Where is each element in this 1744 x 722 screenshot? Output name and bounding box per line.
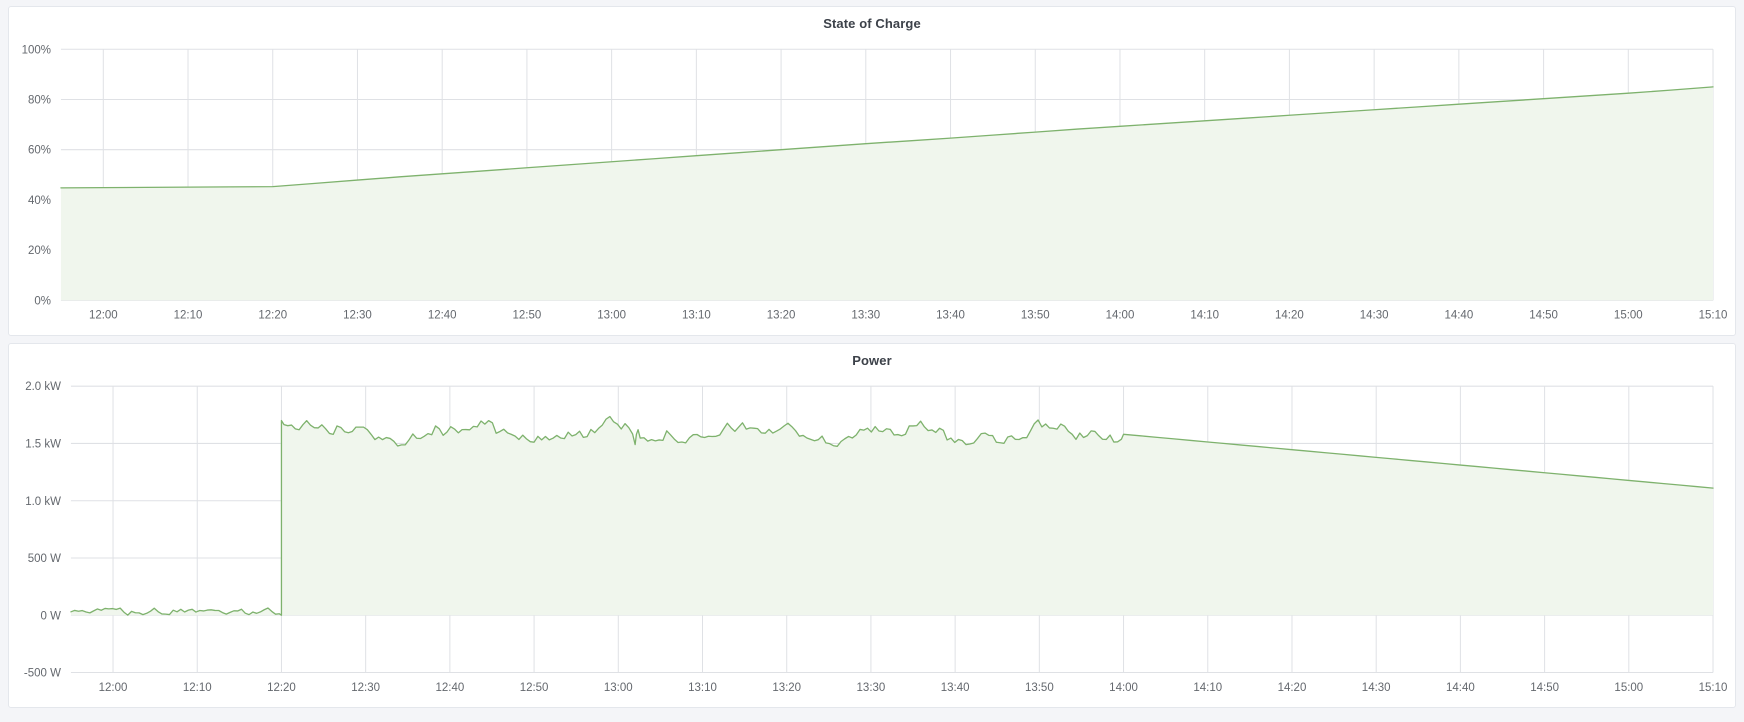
x-axis-tick-label: 14:10 [1190,310,1219,322]
x-axis-tick-label: 12:20 [267,682,296,694]
y-axis-tick-label: 1.0 kW [25,496,61,508]
x-axis-tick-label: 12:40 [436,682,465,694]
y-axis-tick-label: 100% [22,44,51,56]
panel-state-of-charge[interactable]: State of Charge 100% 80% 60% 40% 20% 0% 12:00 1… [8,6,1736,336]
x-axis-tick-label: 15:10 [1699,682,1728,694]
panel-title-power: Power [852,353,892,368]
x-axis-tick-label: 13:40 [941,682,970,694]
chart-state-of-charge[interactable]: 100% 80% 60% 40% 20% 0% 12:00 12:10 12:20 12:30 12… [9,37,1735,335]
panel-title-state-of-charge: State of Charge [823,16,921,31]
x-axis-tick-label: 13:10 [682,310,711,322]
x-axis-tick-label: 14:30 [1360,310,1389,322]
x-axis-tick-label: 15:00 [1614,682,1643,694]
x-axis-tick-label: 14:20 [1278,682,1307,694]
x-axis-tick-label: 12:00 [89,310,118,322]
series-line [60,86,1714,189]
x-axis-tick-label: 12:30 [351,682,380,694]
y-axis-tick-label: 500 W [28,553,61,565]
chart-power[interactable]: 2.0 kW 1.5 kW 1.0 kW 500 W 0 W -500 W 12:00 12:… [9,374,1735,707]
x-axis-tick-label: 12:40 [428,310,457,322]
x-axis-tick-label: 13:50 [1025,682,1054,694]
y-axis-tick-label: 0 W [41,610,61,622]
series-area-fill [70,416,1714,616]
x-axis-tick-label: 14:40 [1444,310,1473,322]
x-axis-tick-label: 14:20 [1275,310,1304,322]
x-axis-tick-label: 12:00 [99,682,128,694]
x-axis-tick-label: 13:50 [1021,310,1050,322]
y-axis-tick-label: 40% [28,195,51,207]
x-axis-tick-label: 13:30 [851,310,880,322]
x-axis-tick-label: 12:10 [183,682,212,694]
x-axis-tick-label: 13:00 [604,682,633,694]
y-axis-tick-label: 0% [34,295,51,307]
x-axis-tick-label: 13:20 [767,310,796,322]
series-line [70,415,1714,616]
x-axis-tick-label: 12:10 [174,310,203,322]
series-area-fill [60,86,1714,301]
x-axis-tick-label: 12:30 [343,310,372,322]
y-axis-tick-label: 60% [28,145,51,157]
plot-area-state-of-charge[interactable]: 100% 80% 60% 40% 20% 0% 12:00 12:10 12:20 12:30 12… [9,37,1735,335]
x-axis-tick-label: 15:00 [1614,310,1643,322]
y-axis-tick-label: 2.0 kW [25,381,61,393]
y-axis-tick-label: 80% [28,94,51,106]
x-axis-tick-label: 14:10 [1193,682,1222,694]
y-axis-tick-label: -500 W [24,667,61,679]
x-axis-tick-label: 12:50 [520,682,549,694]
y-axis-tick-label: 1.5 kW [25,438,61,450]
x-axis-tick-label: 13:10 [688,682,717,694]
panel-power[interactable]: Power 2.0 kW 1.5 kW 1.0 kW 500 W 0 W -500 W 12… [8,343,1736,708]
x-axis-tick-label: 14:40 [1446,682,1475,694]
x-axis-tick-label: 14:50 [1529,310,1558,322]
plot-area-power[interactable]: 2.0 kW 1.5 kW 1.0 kW 500 W 0 W -500 W 12:00 12:… [9,374,1735,707]
x-axis-tick-label: 15:10 [1699,310,1728,322]
x-axis-tick-label: 13:00 [597,310,626,322]
x-axis-tick-label: 14:00 [1109,682,1138,694]
x-axis-tick-label: 14:30 [1362,682,1391,694]
x-axis-tick-label: 12:20 [258,310,287,322]
x-axis-tick-label: 14:50 [1530,682,1559,694]
x-axis-tick-label: 14:00 [1106,310,1135,322]
y-axis-tick-label: 20% [28,245,51,257]
x-axis-tick-label: 12:50 [513,310,542,322]
x-axis-tick-label: 13:20 [772,682,801,694]
x-axis-tick-label: 13:40 [936,310,965,322]
x-axis-tick-label: 13:30 [857,682,886,694]
